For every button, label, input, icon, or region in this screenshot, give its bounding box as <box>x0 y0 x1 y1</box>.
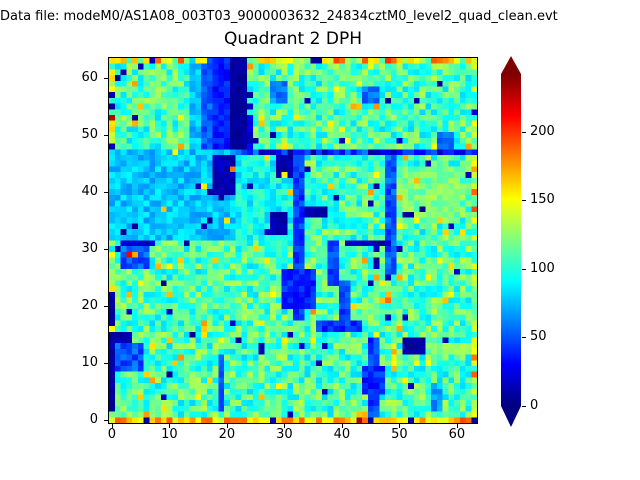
x-tick-mark <box>456 424 458 428</box>
colorbar-tick-label: 50 <box>530 329 547 345</box>
y-tick-label: 20 <box>81 298 98 314</box>
y-tick-mark <box>104 249 108 251</box>
y-tick-label: 10 <box>81 355 98 371</box>
colorbar-extend-min-arrow <box>501 406 521 427</box>
colorbar-tick-mark <box>522 268 526 270</box>
x-tick-label: 30 <box>276 427 293 442</box>
colorbar-extend-max-arrow <box>501 56 521 74</box>
x-tick-mark <box>341 424 343 428</box>
data-file-label: Data file: modeM0/AS1A08_003T03_90000036… <box>0 9 558 24</box>
x-tick-label: 0 <box>107 427 117 442</box>
colorbar-tick-mark <box>522 406 526 407</box>
x-tick-label: 20 <box>218 427 236 442</box>
y-tick-mark <box>104 306 108 308</box>
colorbar-tick-mark <box>522 200 526 202</box>
x-tick-mark <box>284 424 286 428</box>
y-tick-mark <box>104 363 108 365</box>
heatmap-axes <box>108 57 478 424</box>
y-tick-label: 40 <box>81 184 98 200</box>
x-tick-label: 50 <box>391 427 408 442</box>
heatmap-image <box>109 58 477 423</box>
x-tick-label: 40 <box>333 427 351 442</box>
x-tick-mark <box>169 424 171 428</box>
y-tick-mark <box>104 77 108 79</box>
x-tick-mark <box>226 424 228 428</box>
colorbar-tick-label: 100 <box>530 260 555 276</box>
colorbar-tick-mark <box>522 337 526 339</box>
plot-title: Quadrant 2 DPH <box>224 29 362 49</box>
colorbar-tick-label: 0 <box>530 398 539 413</box>
colorbar-tick-label: 150 <box>530 192 555 208</box>
y-tick-mark <box>104 192 108 194</box>
y-tick-mark <box>104 420 108 422</box>
colorbar-tick-label: 200 <box>530 123 555 139</box>
colorbar <box>501 74 521 406</box>
y-tick-label: 0 <box>89 412 98 428</box>
y-tick-mark <box>104 134 108 136</box>
colorbar-tick-mark <box>522 131 526 133</box>
y-tick-label: 30 <box>81 241 98 257</box>
x-tick-label: 60 <box>448 427 466 442</box>
x-tick-label: 10 <box>161 427 178 442</box>
x-tick-mark <box>111 424 113 428</box>
y-tick-label: 60 <box>81 69 98 85</box>
y-tick-label: 50 <box>81 126 98 142</box>
x-tick-mark <box>399 424 401 428</box>
